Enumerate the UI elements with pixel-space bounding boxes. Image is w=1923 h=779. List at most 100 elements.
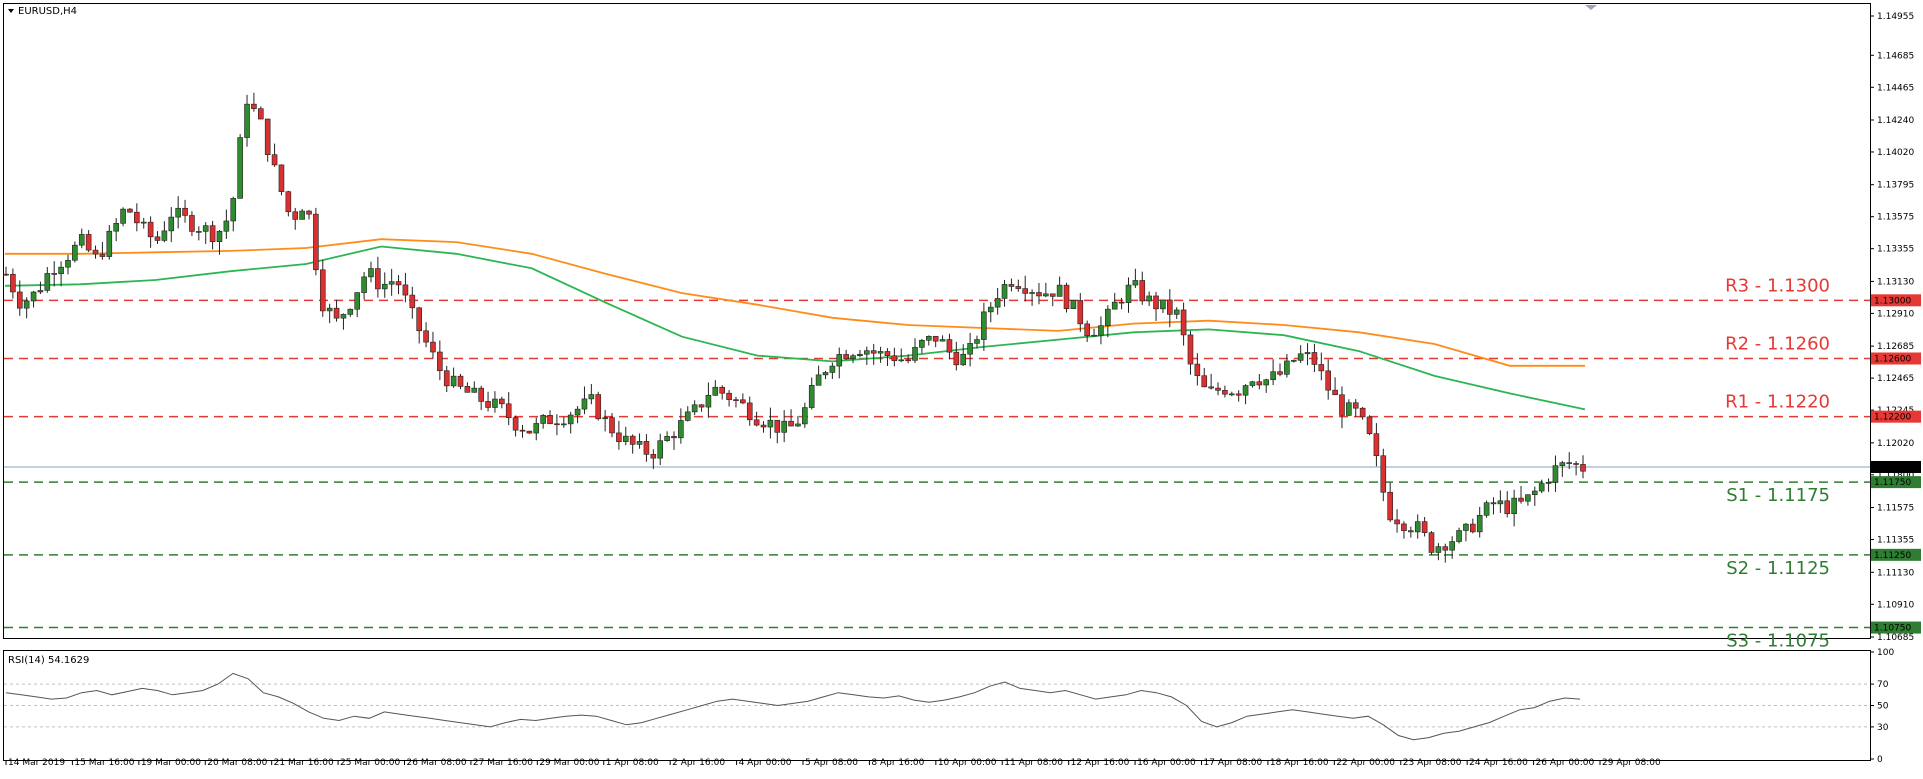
candle-bear <box>16 291 23 309</box>
candle-bear <box>884 351 891 357</box>
candle-bull <box>877 351 884 354</box>
candle-bear <box>251 103 257 109</box>
candle-bull <box>622 435 629 442</box>
candle-bear <box>264 118 271 155</box>
candle-bull <box>939 339 946 342</box>
x-tick-label: 20 Mar 08:00 <box>207 758 267 768</box>
collapse-arrow-icon[interactable] <box>8 9 14 13</box>
candle-bear <box>740 399 746 404</box>
candle-bear <box>1380 455 1387 493</box>
x-tick-label: 4 Apr 00:00 <box>739 758 792 768</box>
candle-bull <box>113 222 119 232</box>
level-label: S1 - 1.1175 <box>1726 485 1830 506</box>
chart-shift-marker-icon[interactable] <box>1585 5 1597 10</box>
candle-bear <box>1339 394 1345 416</box>
candle-bull <box>58 266 64 275</box>
candle-bear <box>1153 295 1159 310</box>
candle-bear <box>870 350 877 354</box>
level-price-tag-label: 1.10750 <box>1874 624 1911 634</box>
candle-bull <box>581 398 588 410</box>
candle-bear <box>932 335 939 342</box>
candle-bull <box>1263 379 1270 386</box>
x-tick-label: 18 Apr 16:00 <box>1270 758 1329 768</box>
candle-bull <box>1525 494 1531 502</box>
candle-bull <box>1228 393 1235 396</box>
candle-bear <box>1566 462 1573 464</box>
candle-bull <box>705 395 712 408</box>
candle-bull <box>237 137 243 199</box>
y-tick-label: 1.12020 <box>1877 439 1914 449</box>
candle-bull <box>1173 309 1180 315</box>
level-label: S3 - 1.1075 <box>1726 631 1830 652</box>
candle-bull <box>602 417 608 420</box>
candle-bear <box>1208 386 1214 389</box>
candle-bull <box>1284 360 1290 375</box>
candle-bull <box>919 339 925 348</box>
candle-bull <box>1146 295 1152 302</box>
candle-bull <box>1449 541 1455 551</box>
candle-bear <box>1256 381 1263 386</box>
level-label: R3 - 1.1300 <box>1725 275 1830 296</box>
candle-bull <box>925 335 932 341</box>
candle-bull <box>1242 385 1249 396</box>
candle-bull <box>175 207 181 218</box>
candle-bull <box>967 343 973 355</box>
candle-bull <box>808 385 815 408</box>
level-price-tag-label: 1.13000 <box>1874 296 1911 306</box>
candle-bull <box>1056 284 1063 297</box>
candle-bull <box>987 306 994 313</box>
candle-bull <box>1249 381 1256 386</box>
candle-bear <box>946 339 953 353</box>
x-tick-label: 15 Mar 16:00 <box>74 758 134 768</box>
candle-bear <box>1408 530 1414 533</box>
candle-bull <box>994 298 1001 308</box>
candle-bear <box>1373 433 1380 457</box>
candle-bear <box>519 429 526 432</box>
x-tick-label: 24 Apr 16:00 <box>1469 758 1528 768</box>
candle-bull <box>678 420 684 439</box>
candle-bear <box>1008 284 1015 287</box>
x-tick-label: 11 Apr 08:00 <box>1004 758 1063 768</box>
candle-bear <box>271 154 278 166</box>
candle-bull <box>684 411 691 421</box>
level-price-tag <box>1871 548 1921 561</box>
y-tick-label: 1.14465 <box>1877 83 1914 93</box>
level-price-tag-label: 1.11750 <box>1874 478 1911 488</box>
candle-bear <box>595 394 602 420</box>
x-tick-label: 8 Apr 16:00 <box>871 758 924 768</box>
candle-bear <box>1318 364 1325 372</box>
candle-bear <box>430 341 436 353</box>
x-tick-label: 26 Apr 00:00 <box>1536 758 1595 768</box>
candle-bear <box>753 419 760 426</box>
candle-bull <box>37 290 44 293</box>
candle-bear <box>1167 299 1173 315</box>
candle-bear <box>416 307 422 332</box>
candle-bear <box>147 221 154 238</box>
candle-bull <box>657 440 664 459</box>
candle-bear <box>650 454 657 459</box>
x-tick-label: 27 Mar 16:00 <box>473 758 533 768</box>
candle-bull <box>106 230 113 257</box>
candle-bull <box>1346 402 1352 416</box>
x-tick-label: 2 Apr 16:00 <box>672 758 725 768</box>
candle-bull <box>1270 371 1276 381</box>
candle-bear <box>499 398 505 405</box>
x-tick-label: 1 Apr 08:00 <box>606 758 659 768</box>
candle-bull <box>1091 334 1097 337</box>
y-tick-label: 1.12685 <box>1877 342 1914 352</box>
x-tick-label: 29 Mar 00:00 <box>539 758 599 768</box>
candle-bull <box>44 273 51 291</box>
candle-bear <box>278 164 285 192</box>
candle-bear <box>478 387 484 402</box>
candle-bear <box>774 419 781 433</box>
candle-bear <box>1201 375 1208 388</box>
candle-bear <box>402 284 409 296</box>
candle-bear <box>1063 284 1070 309</box>
candle-bull <box>340 314 347 319</box>
candle-bear <box>285 191 292 213</box>
candle-bear <box>209 225 216 243</box>
candle-bear <box>643 441 650 455</box>
candle-bull <box>795 423 801 427</box>
candle-bear <box>292 211 299 220</box>
candle-bull <box>1125 284 1132 304</box>
